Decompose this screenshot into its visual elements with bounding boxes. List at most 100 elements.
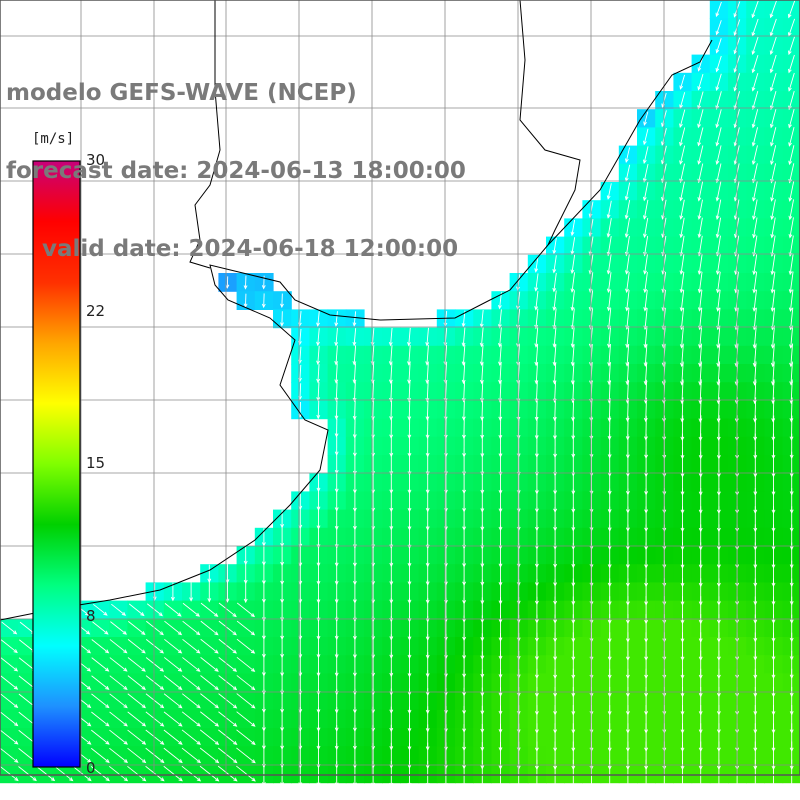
wind-arrowhead xyxy=(751,50,756,55)
wind-arrow xyxy=(790,361,793,385)
wind-arrowhead xyxy=(388,379,393,384)
wind-arrow xyxy=(181,729,201,745)
wind-arrow xyxy=(790,307,794,330)
wind-arrowhead xyxy=(104,630,109,635)
wind-arrow xyxy=(716,253,721,275)
wind-arrowhead xyxy=(715,105,720,110)
wind-arrowhead xyxy=(251,686,256,691)
wind-arrow xyxy=(0,748,19,763)
wind-arrow xyxy=(607,183,612,199)
wind-arrow xyxy=(681,379,684,404)
wind-arrowhead xyxy=(233,722,238,727)
wind-arrow xyxy=(408,381,411,402)
wind-arrowhead xyxy=(141,685,146,690)
wind-arrow xyxy=(408,399,411,420)
colorbar xyxy=(32,160,81,768)
wind-arrowhead xyxy=(105,740,110,745)
wind-arrow xyxy=(481,344,484,365)
wind-arrow xyxy=(463,363,466,384)
wind-arrow xyxy=(499,326,502,347)
wind-arrowhead xyxy=(715,30,720,36)
wind-arrowhead xyxy=(497,324,502,329)
wind-arrowhead xyxy=(606,270,611,275)
wind-arrow xyxy=(679,92,686,109)
wind-arrow xyxy=(625,235,630,256)
wind-arrowhead xyxy=(105,704,110,709)
wind-arrowhead xyxy=(334,379,339,384)
wind-arrow xyxy=(163,711,183,727)
wind-arrowhead xyxy=(86,704,92,709)
wind-arrow xyxy=(752,145,758,165)
wind-arrow xyxy=(625,147,631,163)
wind-arrow xyxy=(535,380,538,402)
wind-arrowhead xyxy=(177,649,183,654)
wind-arrow xyxy=(699,343,702,367)
wind-arrowhead xyxy=(788,68,792,74)
wind-arrowhead xyxy=(196,667,201,672)
wind-arrow xyxy=(626,254,630,274)
wind-arrowhead xyxy=(461,342,466,348)
wind-arrowhead xyxy=(643,121,647,126)
wind-arrowhead xyxy=(697,105,701,110)
wind-arrowhead xyxy=(770,307,775,312)
wind-arrow xyxy=(716,181,722,201)
wind-arrowhead xyxy=(196,777,202,782)
wind-arrowhead xyxy=(316,397,321,402)
wind-arrowhead xyxy=(733,142,738,147)
wind-arrow xyxy=(163,675,182,690)
wind-arrow xyxy=(716,217,722,238)
wind-arrowhead xyxy=(178,686,183,691)
wind-arrowhead xyxy=(680,783,685,789)
wind-arrowhead xyxy=(679,178,683,184)
wind-arrowhead xyxy=(788,160,793,166)
wind-arrowhead xyxy=(751,68,756,74)
wind-arrowhead xyxy=(232,631,237,636)
wind-arrow xyxy=(354,381,356,402)
wind-arrowhead xyxy=(233,740,238,745)
wind-arrow xyxy=(182,675,201,690)
wind-arrow xyxy=(772,343,775,367)
wind-arrow xyxy=(299,346,302,364)
wind-arrowhead xyxy=(643,343,648,349)
wind-arrowhead xyxy=(733,123,738,129)
wind-arrowhead xyxy=(316,782,321,787)
wind-arrowhead xyxy=(769,68,774,74)
wind-arrow xyxy=(681,361,684,385)
wind-arrow xyxy=(335,363,338,383)
wind-arrowhead xyxy=(141,759,147,764)
wind-arrowhead xyxy=(261,285,266,290)
wind-arrow xyxy=(626,272,630,293)
wind-arrowhead xyxy=(552,268,557,274)
wind-arrowhead xyxy=(214,631,219,636)
wind-arrowhead xyxy=(588,306,593,312)
wind-arrow xyxy=(164,603,182,617)
wind-arrowhead xyxy=(160,777,165,782)
wind-arrowhead xyxy=(214,722,220,727)
wind-arrowhead xyxy=(105,685,110,690)
wind-arrow xyxy=(626,361,630,385)
wind-arrow xyxy=(752,109,759,128)
wind-arrowhead xyxy=(769,123,774,129)
wind-arrow xyxy=(771,217,776,238)
wind-arrowhead xyxy=(698,418,703,423)
wind-arrowhead xyxy=(715,178,720,184)
wind-arrowhead xyxy=(788,307,793,312)
wind-arrowhead xyxy=(788,87,792,92)
wind-arrowhead xyxy=(751,160,756,166)
wind-arrowhead xyxy=(788,123,792,129)
wind-arrowhead xyxy=(697,233,702,239)
wind-arrow xyxy=(698,127,704,146)
wind-arrowhead xyxy=(787,13,792,19)
wind-arrowhead xyxy=(642,196,647,202)
wind-arrow xyxy=(699,361,702,385)
wind-arrow xyxy=(111,603,126,616)
wind-arrow xyxy=(480,309,484,328)
wind-arrowhead xyxy=(697,215,702,220)
wind-arrow xyxy=(771,307,776,330)
wind-arrowhead xyxy=(552,306,557,312)
wind-arrow xyxy=(335,345,338,365)
wind-arrowhead xyxy=(425,416,430,421)
wind-arrowhead xyxy=(770,289,775,294)
wind-arrow xyxy=(608,362,611,385)
wind-arrowhead xyxy=(13,685,19,690)
